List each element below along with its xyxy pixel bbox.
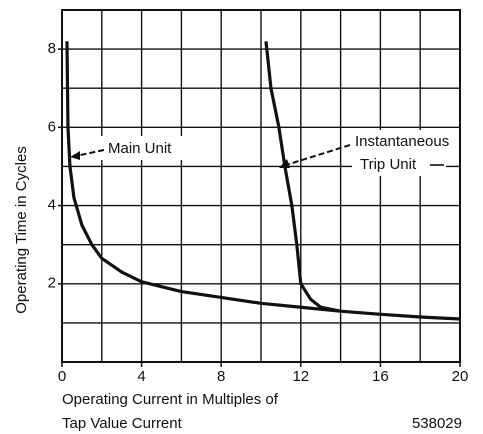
leader-line	[75, 149, 105, 157]
y-tick-label: 6	[48, 118, 56, 135]
label-bg	[352, 130, 446, 176]
curve	[65, 41, 461, 321]
leader-line	[285, 144, 351, 166]
y-tick-label: 2	[48, 275, 56, 292]
y-tick-label: 4	[48, 197, 56, 214]
x-tick-label: 8	[217, 368, 225, 385]
y-tick-label: 8	[48, 40, 56, 57]
arrowhead	[70, 151, 80, 160]
plot-frame	[61, 9, 461, 363]
x-tick-label: 20	[452, 368, 469, 385]
x-tick-label: 16	[372, 368, 389, 385]
x-axis-label: Tap Value Current	[62, 415, 183, 432]
x-tick-label: 4	[137, 368, 145, 385]
annotation: Trip Unit	[360, 156, 417, 173]
label-bg	[100, 136, 204, 160]
y-axis-label: Operating Time in Cycles	[13, 146, 30, 314]
arrowhead	[279, 159, 290, 168]
x-tick-label: 12	[292, 368, 309, 385]
annotation: Main Unit	[108, 140, 172, 157]
annotation: Instantaneous	[355, 133, 449, 150]
curve	[264, 41, 341, 313]
figure-number: 538029	[412, 415, 462, 432]
x-tick-label: 0	[58, 368, 66, 385]
x-axis-label: Operating Current in Multiples of	[62, 391, 279, 408]
